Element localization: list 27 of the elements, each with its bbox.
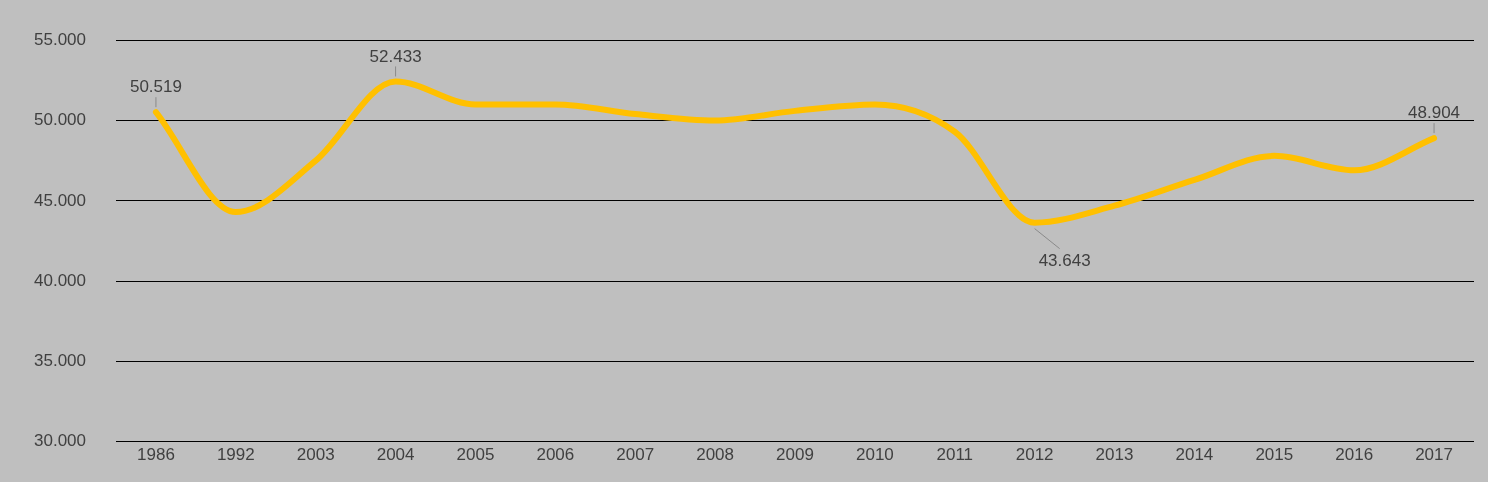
data-label: 48.904	[1408, 103, 1461, 123]
x-tick-label: 1986	[137, 444, 175, 464]
x-tick-label: 2006	[536, 444, 575, 464]
x-tick-label: 2017	[1415, 444, 1453, 464]
y-tick-label: 50.000	[34, 110, 86, 130]
x-tick-label: 2008	[696, 444, 735, 464]
x-tick-label: 2003	[296, 444, 335, 464]
data-label: 52.433	[369, 46, 422, 66]
x-tick-label: 2009	[776, 444, 814, 464]
y-tick-label: 45.000	[34, 190, 86, 210]
x-tick-label: 2014	[1175, 444, 1214, 464]
x-tick-label: 2005	[456, 444, 495, 464]
x-tick-label: 2016	[1335, 444, 1374, 464]
x-tick-label: 2011	[936, 444, 974, 464]
x-tick-label: 2013	[1095, 444, 1134, 464]
x-tick-label: 2007	[616, 444, 655, 464]
y-tick-label: 35.000	[34, 351, 86, 371]
data-label: 43.643	[1038, 250, 1091, 270]
x-tick-label: 2015	[1255, 444, 1294, 464]
data-label: 50.519	[129, 77, 182, 97]
x-tick-label: 2010	[855, 444, 894, 464]
y-tick-label: 55.000	[34, 29, 86, 49]
y-tick-label: 40.000	[34, 270, 86, 290]
x-tick-label: 2012	[1015, 444, 1054, 464]
y-tick-label: 30.000	[34, 431, 86, 451]
x-tick-label: 1992	[216, 444, 255, 464]
x-tick-label: 2004	[376, 444, 415, 464]
